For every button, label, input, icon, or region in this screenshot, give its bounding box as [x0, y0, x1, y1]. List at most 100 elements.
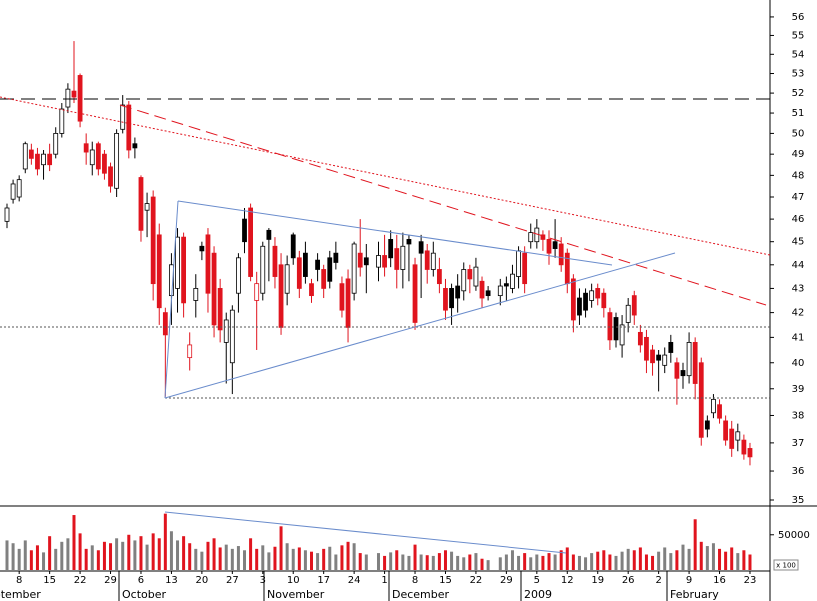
- triangle-line: [164, 200, 179, 399]
- candle-body: [723, 420, 729, 441]
- volume-bar: [669, 553, 673, 570]
- volume-bar: [285, 543, 289, 570]
- candle-body: [22, 143, 28, 170]
- x-tick-label: 8: [412, 575, 418, 586]
- volume-bar: [699, 541, 703, 570]
- x-tick-label: 1: [381, 575, 387, 586]
- volume-bar: [565, 547, 569, 570]
- candle-body: [735, 431, 741, 441]
- x-tick-label: 13: [165, 575, 178, 586]
- volume-bar: [96, 550, 100, 570]
- volume-bar: [401, 554, 405, 570]
- candle-body: [35, 153, 40, 170]
- candle-body: [528, 232, 534, 243]
- volume-bar: [303, 550, 307, 570]
- trend-lines: [0, 96, 771, 554]
- volume-bar: [718, 548, 722, 570]
- candle-body: [382, 255, 387, 268]
- volume-bar: [730, 547, 734, 570]
- y-tick-label: 47: [792, 192, 805, 203]
- candle-body: [351, 243, 357, 294]
- y-tick-label: 54: [792, 49, 805, 60]
- volume-bar: [614, 555, 618, 570]
- candle-body: [28, 149, 34, 159]
- volume-bar: [626, 548, 630, 570]
- volume-bar: [450, 551, 454, 570]
- volume-bar: [498, 557, 502, 570]
- candle-body: [205, 234, 211, 294]
- candle-body: [102, 153, 107, 174]
- candle-body: [656, 354, 662, 361]
- volume-bar: [212, 538, 216, 570]
- candle-body: [674, 362, 680, 379]
- month-label: December: [392, 588, 450, 601]
- candle-body: [607, 312, 613, 341]
- candle-body: [83, 143, 89, 153]
- month-label: November: [267, 588, 325, 601]
- month-label: September: [0, 588, 41, 601]
- volume-bar: [163, 513, 167, 570]
- volume-bar: [352, 543, 356, 570]
- candle-body: [704, 420, 710, 430]
- candle-body: [41, 153, 46, 166]
- volume-bar: [200, 551, 204, 570]
- volume-bar: [291, 548, 295, 570]
- volume-bar: [139, 536, 143, 570]
- x-tick-label: 6: [138, 575, 144, 586]
- y-tick-label: 51: [792, 108, 805, 119]
- volume-bar: [5, 540, 9, 570]
- candle-body: [132, 143, 138, 149]
- volume-bar: [486, 560, 490, 570]
- volume-bar: [620, 551, 624, 570]
- candle-body: [558, 243, 564, 266]
- volume-bar: [480, 558, 484, 570]
- volume-bar: [510, 550, 514, 570]
- volume-bar: [590, 553, 594, 570]
- candle-body: [138, 177, 144, 231]
- volume-bar: [29, 550, 33, 570]
- candle-body: [223, 319, 229, 343]
- volume-bar: [90, 545, 94, 570]
- candle-body: [193, 288, 199, 301]
- candle-body: [522, 252, 528, 285]
- candle-body: [150, 196, 156, 285]
- x-tick-label: 22: [470, 575, 483, 586]
- x-tick-label: 15: [439, 575, 452, 586]
- y-tick-label: 53: [792, 69, 805, 80]
- x-tick-label: 9: [686, 575, 692, 586]
- volume-bar: [651, 555, 655, 570]
- volume-bar: [602, 550, 606, 570]
- candle-body: [187, 344, 193, 359]
- candle-body: [461, 269, 467, 292]
- candle-body: [290, 234, 296, 259]
- candle-body: [211, 252, 217, 326]
- x-tick-label: 15: [43, 575, 56, 586]
- volume-bar: [340, 545, 344, 570]
- candle-body: [254, 283, 260, 301]
- volume-bar: [632, 550, 636, 570]
- candle-body: [266, 229, 272, 240]
- candle-body: [199, 245, 205, 252]
- candle-body: [510, 273, 515, 289]
- candle-body: [272, 245, 278, 277]
- candle-body: [242, 218, 247, 243]
- volume-bar: [267, 552, 271, 570]
- volume-bar: [78, 533, 82, 570]
- volume-bar: [364, 554, 368, 570]
- candle-body: [59, 108, 65, 134]
- volume-bar: [748, 554, 752, 570]
- volume-bar: [571, 554, 575, 570]
- candle-body: [631, 295, 637, 316]
- y-tick-label: 37: [792, 438, 805, 449]
- candle-body: [430, 252, 436, 270]
- volume-bar: [17, 548, 21, 570]
- x-tick-label: 23: [744, 575, 757, 586]
- volume-bar: [523, 553, 527, 570]
- candle-body: [583, 292, 588, 311]
- y-tick-label: 56: [792, 12, 805, 23]
- candle-body: [363, 257, 369, 266]
- volume-bar: [517, 555, 521, 570]
- candle-body: [120, 104, 126, 130]
- volume-bar: [84, 548, 88, 570]
- candle-body: [357, 252, 363, 268]
